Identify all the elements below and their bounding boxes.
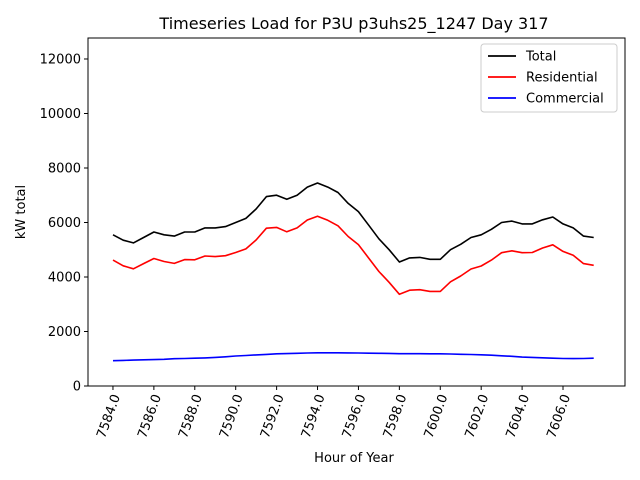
chart-title: Timeseries Load for P3U p3uhs25_1247 Day… [158,14,548,34]
plot-frame [87,37,626,387]
y-tick-label: 0 [73,380,81,395]
y-tick-label: 8000 [48,161,81,176]
x-tick-label: 7602.0 [463,392,493,440]
y-axis-label: kW total [14,185,29,239]
y-axis-ticks: 0 2000 4000 6000 8000 10000 12000 [40,52,88,395]
y-tick-label: 2000 [48,325,81,340]
x-tick-label: 7594.0 [299,392,329,440]
x-axis-label: Hour of Year [314,451,394,466]
y-tick-label: 4000 [48,270,81,285]
y-tick-label: 10000 [40,107,81,122]
x-tick-label: 7596.0 [340,392,370,440]
x-tick-label: 7584.0 [94,392,124,440]
x-tick-label: 7586.0 [135,392,165,440]
legend-label-commercial: Commercial [526,92,604,107]
x-tick-label: 7606.0 [544,392,574,440]
series-line-commercial [112,351,594,362]
legend-label-residential: Residential [526,71,598,86]
series-layer [112,182,594,362]
y-tick-label: 6000 [48,216,81,231]
y-tick-label: 12000 [40,52,81,67]
x-tick-label: 7604.0 [503,392,533,440]
series-line-residential [112,215,594,296]
x-tick-label: 7592.0 [258,392,288,440]
x-axis-ticks: 7584.0 7586.0 7588.0 7590.0 7592.0 7594.0 7596… [94,386,574,440]
x-tick-label: 7590.0 [217,392,247,440]
series-line-total [112,182,594,263]
legend: Total Residential Commercial [480,43,618,113]
x-tick-label: 7600.0 [422,392,452,440]
legend-label-total: Total [525,50,556,65]
x-tick-label: 7598.0 [381,392,411,440]
x-tick-label: 7588.0 [176,392,206,440]
legend-box [480,43,618,113]
